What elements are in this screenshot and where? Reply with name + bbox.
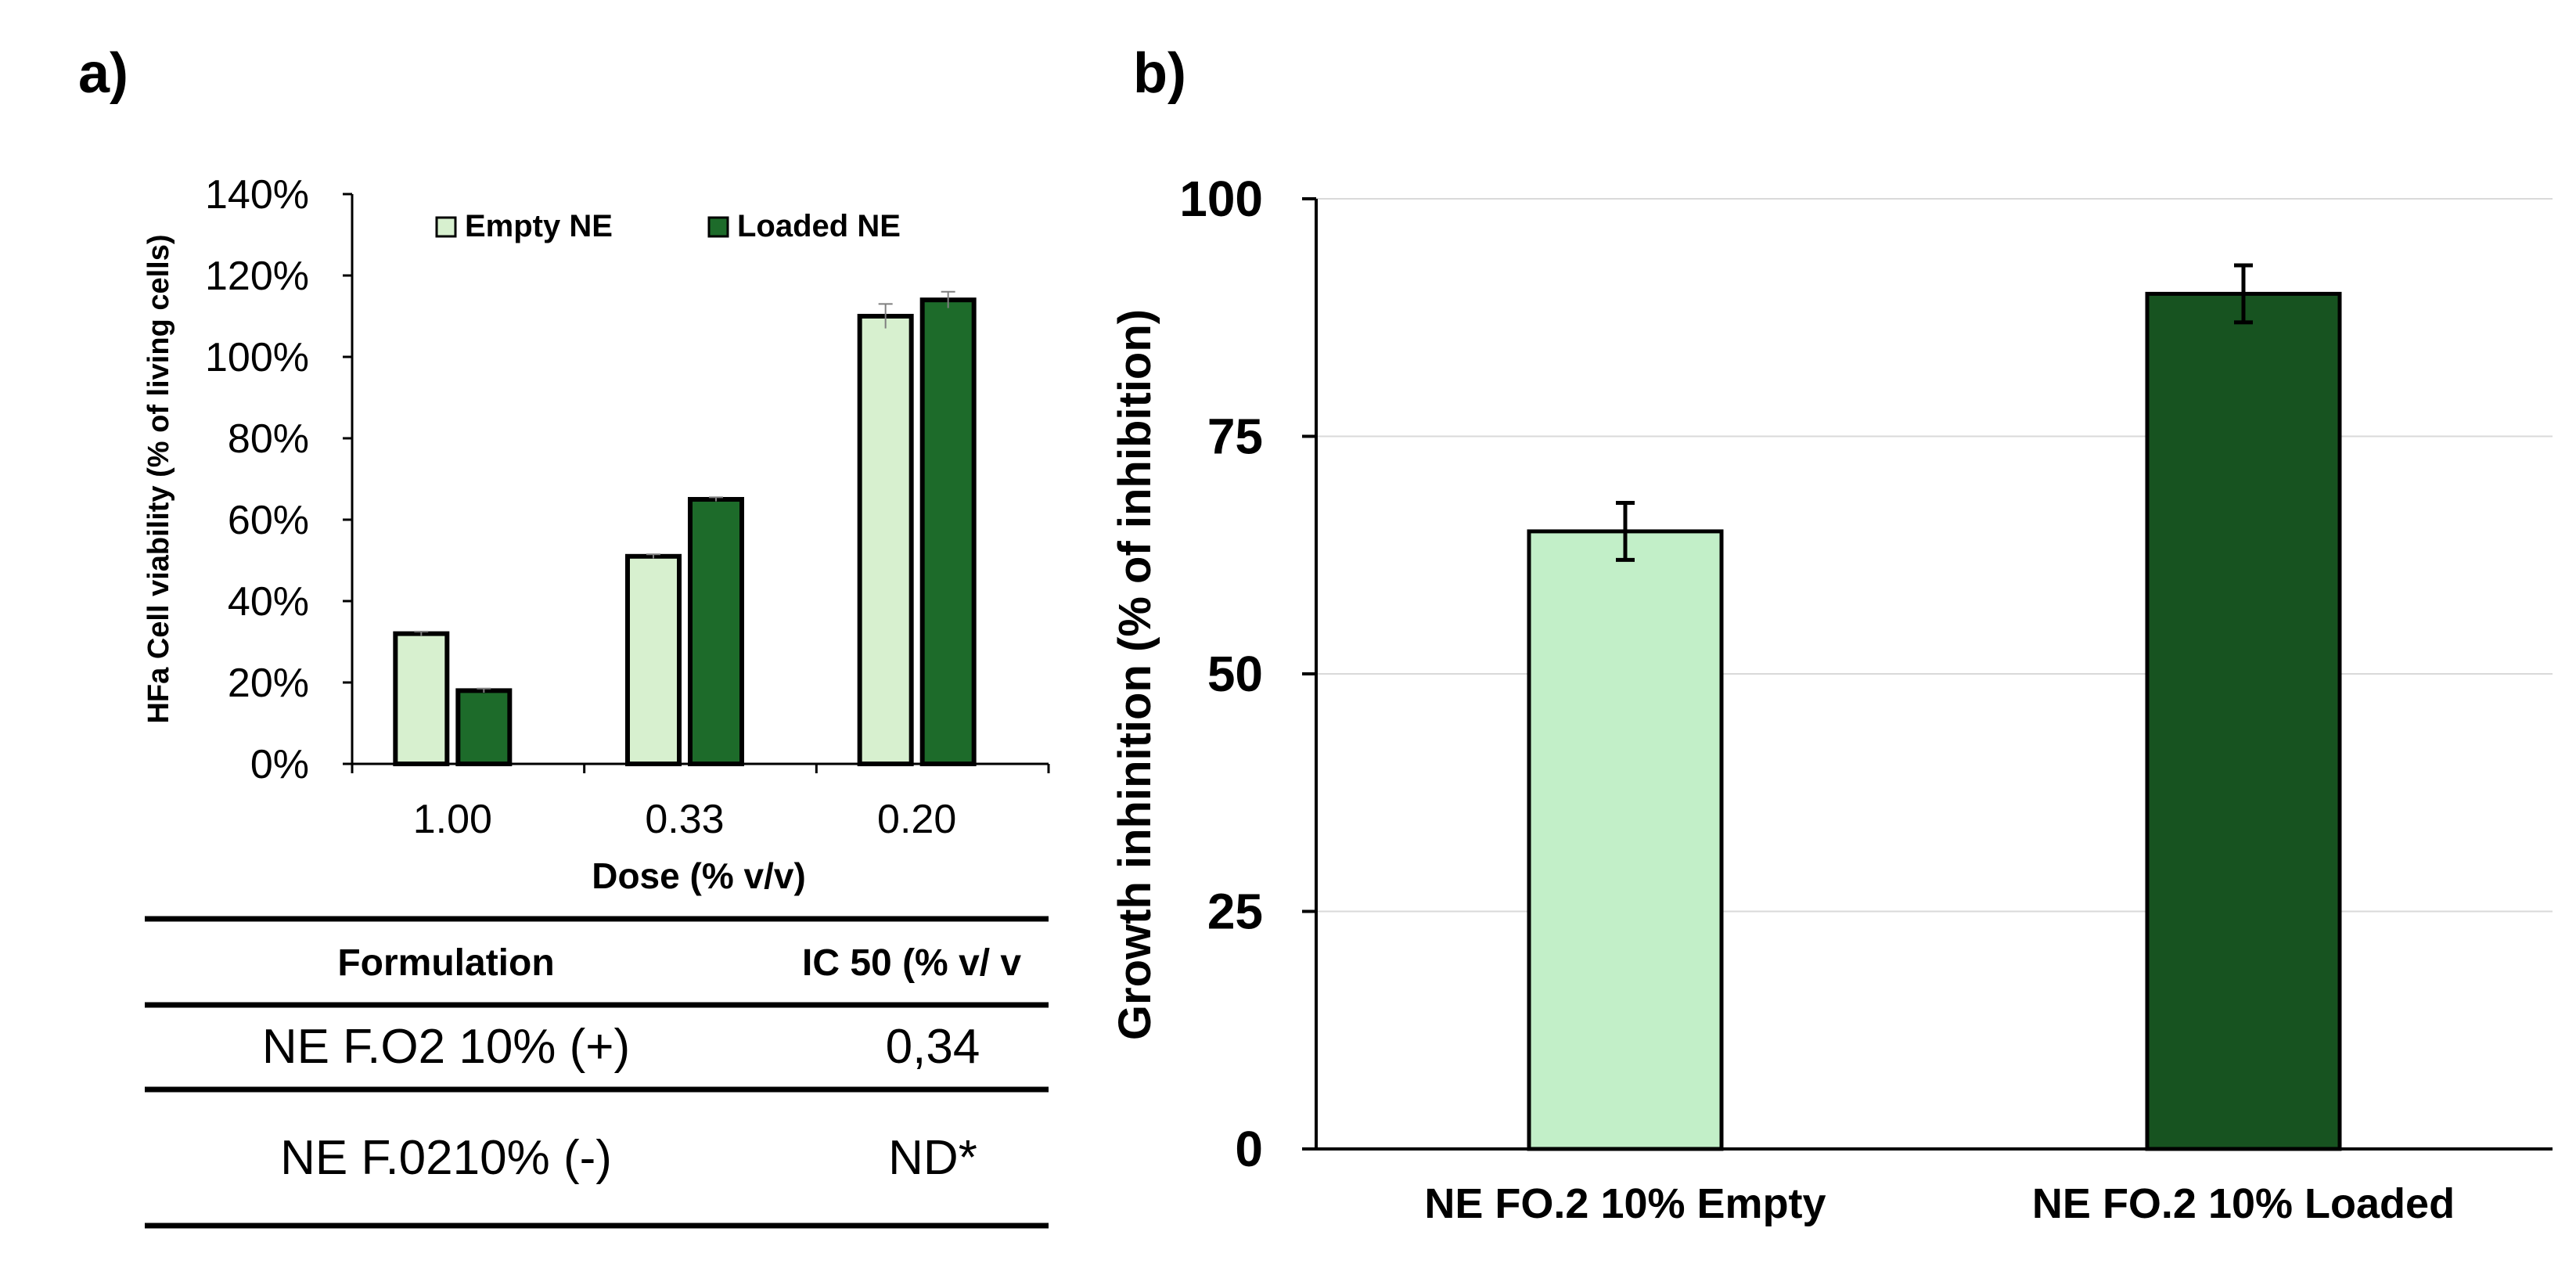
ytick-b-1: 25 (1207, 884, 1263, 940)
table-row-2-formulation: NE F.0210% (-) (280, 1131, 612, 1185)
chart-b-gridlines (1316, 198, 2553, 913)
chart-a-bars (393, 297, 977, 767)
chart-b-xticks: NE FO.2 10% Empty NE FO.2 10% Loaded (1424, 1180, 2455, 1227)
xtick-a-1: 1.00 (413, 797, 492, 842)
ytick-b-3: 75 (1207, 409, 1263, 465)
table-row-2-ic50: ND* (888, 1131, 977, 1185)
xtick-a-2: 0.33 (645, 797, 724, 842)
ytick-a-2: 40% (228, 579, 309, 625)
ytick-b-0: 0 (1235, 1121, 1263, 1177)
bar-b-2 (2145, 291, 2342, 1151)
bar-b-1 (1527, 529, 1724, 1151)
table-header-formulation: Formulation (337, 942, 554, 984)
ytick-a-1: 20% (228, 661, 309, 706)
panel-a-label: a) (78, 42, 128, 105)
bar-a-empty-2 (625, 553, 682, 766)
chart-a-yticks: 0% 20% 40% 60% 80% 100% 120% 140% (205, 172, 352, 787)
chart-b-yticks: 0 25 50 75 100 (1179, 171, 1316, 1177)
table-row-1-formulation: NE F.O2 10% (+) (262, 1020, 630, 1074)
chart-b-ylabel: Growth inhinition (% of inhibition) (1110, 309, 1160, 1040)
ytick-a-7: 140% (205, 172, 309, 218)
chart-a-xlabel: Dose (% v/v) (592, 855, 806, 896)
bar-a-loaded-1 (455, 688, 513, 767)
ytick-a-4: 80% (228, 416, 309, 462)
chart-a-legend: Empty NE Loaded NE (435, 209, 901, 243)
xtick-b-1: NE FO.2 10% Empty (1424, 1180, 1826, 1227)
bar-a-loaded-2 (688, 497, 744, 766)
xtick-b-2: NE FO.2 10% Loaded (2032, 1180, 2455, 1227)
chart-a-ylabel: HFa Cell viability (% of living cells) (142, 234, 175, 723)
xtick-a-3: 0.20 (877, 797, 956, 842)
chart-b-errorbars (1616, 263, 2253, 562)
chart-a-xticks: 1.00 0.33 0.20 (351, 764, 1050, 842)
ytick-a-6: 120% (205, 254, 309, 299)
table-header-ic50: IC 50 (% v/ v (802, 942, 1021, 984)
bar-a-empty-1 (393, 631, 450, 766)
legend-swatch-loaded (707, 216, 729, 238)
bar-a-loaded-3 (919, 297, 977, 766)
panel-b-label: b) (1133, 42, 1186, 105)
legend-label-loaded: Loaded NE (737, 209, 901, 243)
ytick-a-3: 60% (228, 498, 309, 543)
table-row-1-ic50: 0,34 (886, 1020, 980, 1074)
legend-swatch-empty (435, 216, 457, 238)
chart-a: 0%20%40%60%80%100%120%140% 1.00 0.33 0.20 … (142, 172, 1050, 896)
ic50-table: Formulation IC 50 (% v/ v NE F.O2 10% (+… (145, 916, 1049, 1229)
ytick-b-4: 100 (1179, 171, 1263, 227)
chart-a-errorbars (414, 290, 955, 693)
ytick-a-0: 0% (250, 742, 309, 787)
ytick-b-2: 50 (1207, 646, 1263, 702)
chart-b-bars (1527, 291, 2342, 1151)
bar-a-empty-3 (857, 314, 914, 766)
legend-label-empty: Empty NE (465, 209, 613, 243)
ytick-a-5: 100% (205, 335, 309, 380)
